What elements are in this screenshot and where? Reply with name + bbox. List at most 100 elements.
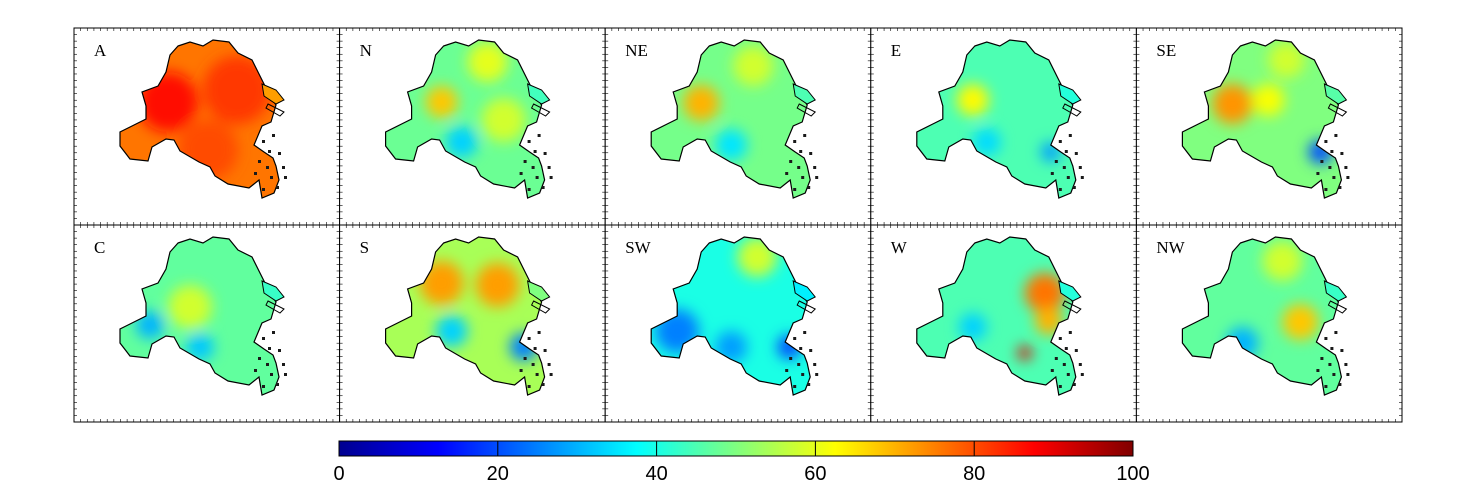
hotspot	[203, 56, 271, 124]
island-marker	[547, 363, 551, 366]
island-marker	[1078, 166, 1082, 169]
island-marker	[1330, 347, 1334, 350]
hotspot	[956, 84, 989, 116]
map-panel: S	[339, 224, 606, 423]
panel-label: NE	[625, 41, 648, 60]
island-marker	[807, 383, 811, 386]
panel-label: A	[94, 41, 107, 60]
island-marker	[258, 357, 261, 360]
hotspot	[1282, 304, 1319, 340]
hotspot	[1034, 307, 1063, 335]
island-marker	[785, 369, 789, 372]
island-marker	[268, 347, 271, 350]
island-marker	[1050, 369, 1054, 372]
island-marker	[1340, 349, 1344, 352]
estuary-outline	[265, 300, 285, 314]
island-marker	[803, 134, 807, 137]
island-marker	[1324, 140, 1328, 143]
island-marker	[1068, 134, 1072, 137]
island-marker	[533, 347, 537, 350]
map-panel: W	[870, 224, 1137, 423]
island-marker	[284, 176, 287, 179]
colorbar-tick-label: 80	[963, 463, 985, 485]
island-marker	[535, 373, 539, 376]
colorbar-tick-label: 20	[487, 463, 509, 485]
value-field	[650, 39, 819, 199]
hotspot	[1024, 273, 1065, 313]
island-marker	[282, 363, 285, 366]
estuary-outline	[1062, 300, 1082, 314]
hotspot	[425, 86, 458, 118]
panel-ticks	[339, 224, 606, 423]
estuary-outline	[265, 103, 285, 117]
hotspot	[733, 46, 774, 86]
panel-label: S	[360, 238, 369, 257]
island-marker	[1338, 383, 1342, 386]
value-field	[1181, 39, 1350, 199]
island-marker	[262, 337, 265, 340]
hotspot-layer	[958, 273, 1065, 360]
island-marker	[1320, 357, 1324, 360]
hotspot	[1017, 346, 1032, 360]
map-panel: E	[870, 27, 1137, 226]
island-marker	[797, 166, 801, 169]
island-marker	[1050, 172, 1054, 175]
island-marker	[799, 150, 803, 153]
hotspot	[715, 129, 748, 161]
hotspot	[683, 85, 720, 121]
island-marker	[815, 176, 819, 179]
island-marker	[262, 385, 265, 388]
island-marker	[519, 172, 523, 175]
island-marker	[1058, 188, 1062, 191]
panel-label: SW	[625, 238, 651, 257]
hotspot	[1212, 84, 1253, 124]
island-marker	[1332, 176, 1336, 179]
panel-label: N	[360, 41, 372, 60]
island-marker	[801, 373, 805, 376]
island-marker	[813, 363, 817, 366]
island-marker	[809, 349, 813, 352]
island-marker	[278, 152, 281, 155]
island-marker	[1344, 363, 1348, 366]
lake-outline	[792, 280, 816, 302]
island-marker	[1344, 166, 1348, 169]
island-marker	[527, 188, 531, 191]
island-marker	[1324, 337, 1328, 340]
colorbar-tick-label: 100	[1116, 463, 1149, 485]
island-marker	[1054, 160, 1058, 163]
colorbar-ticks: 0 20 40 60 80 100	[333, 441, 1150, 485]
island-marker	[258, 160, 261, 163]
map-panel: SE	[1135, 27, 1403, 226]
colorbar: 0 20 40 60 80 100	[333, 440, 1150, 485]
lake-outline	[526, 83, 551, 105]
island-marker	[531, 363, 535, 366]
panel-ticks	[73, 224, 340, 423]
island-marker	[531, 166, 535, 169]
island-marker	[278, 349, 281, 352]
island-marker	[1062, 166, 1066, 169]
hotspot-layer	[425, 42, 526, 158]
hotspot-layer	[1212, 42, 1333, 164]
hotspot-layer	[136, 285, 214, 361]
estuary-outline	[796, 300, 817, 314]
island-marker	[1346, 176, 1350, 179]
map-panel: NW	[1135, 224, 1403, 423]
island-marker	[785, 172, 789, 175]
map-panel: C	[73, 224, 341, 423]
island-marker	[809, 152, 813, 155]
island-marker	[1066, 373, 1070, 376]
map-panel: SW	[604, 224, 872, 423]
estuary-outline	[1327, 103, 1348, 117]
island-marker	[793, 385, 797, 388]
estuary-outline	[530, 103, 551, 117]
island-marker	[284, 373, 287, 376]
island-marker	[519, 369, 523, 372]
island-marker	[1054, 357, 1058, 360]
island-marker	[789, 160, 793, 163]
island-marker	[1334, 134, 1338, 137]
hotspot	[958, 313, 987, 341]
island-marker	[543, 152, 547, 155]
island-marker	[537, 331, 541, 334]
island-marker	[793, 140, 797, 143]
